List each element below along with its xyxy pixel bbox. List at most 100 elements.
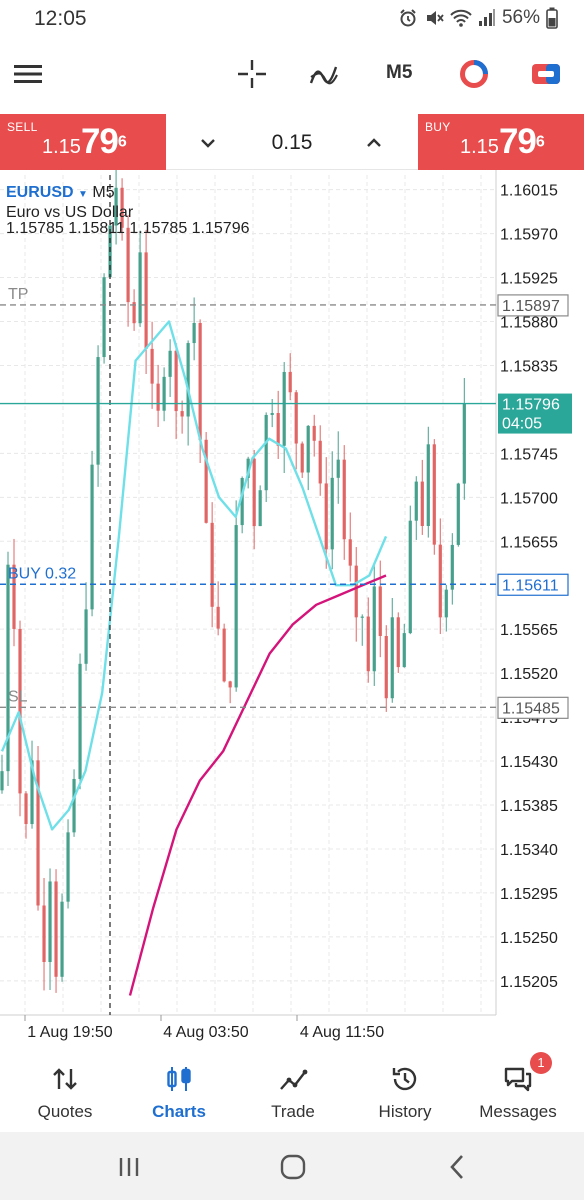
nav-history[interactable]: History	[347, 1042, 463, 1132]
candle-bull	[426, 444, 430, 526]
candle-bear	[222, 628, 226, 682]
nav-quotes-label: Quotes	[37, 1102, 93, 1121]
candle-bear	[132, 302, 136, 324]
volume-increase-icon[interactable]	[362, 131, 386, 155]
candle-bear	[432, 444, 436, 545]
nav-trade-label: Trade	[271, 1102, 315, 1121]
candle-bear	[126, 227, 130, 303]
candle-bear	[54, 881, 58, 977]
nav-messages[interactable]: 1 Messages	[460, 1042, 576, 1132]
y-tick-label: 1.15205	[500, 974, 558, 991]
charts-icon	[167, 1067, 191, 1091]
symbol-dropdown-icon[interactable]: ▼	[78, 189, 88, 200]
y-tick-label: 1.15430	[500, 754, 558, 771]
candle-bear	[42, 905, 46, 963]
candle-bear	[288, 371, 292, 393]
candle-bear	[180, 411, 184, 417]
nav-trade[interactable]: Trade	[235, 1042, 351, 1132]
sell-price: 1.15796	[42, 122, 127, 162]
candle-bear	[384, 635, 388, 699]
candle-bear	[150, 348, 154, 384]
crosshair-icon[interactable]	[232, 54, 272, 94]
buy-price-pips: 79	[498, 122, 537, 161]
chart-type-icon[interactable]	[454, 54, 494, 94]
y-tick-label: 1.15700	[500, 490, 558, 507]
y-tick-label: 1.15520	[500, 666, 558, 683]
chart-symbol[interactable]: EURUSD	[6, 184, 74, 201]
home-icon[interactable]	[278, 1152, 308, 1182]
alarm-icon	[400, 9, 416, 27]
nav-charts[interactable]: Charts	[121, 1042, 237, 1132]
system-navigation-bar	[0, 1132, 584, 1200]
candle-bull	[402, 633, 406, 668]
timeframe-button[interactable]: M5	[386, 62, 413, 83]
x-tick-label: 4 Aug 11:50	[300, 1024, 384, 1041]
buy-price-point: 6	[535, 133, 545, 151]
volume-value[interactable]: 0.15	[271, 131, 313, 154]
mute-icon	[426, 11, 444, 25]
candle-bull	[414, 481, 418, 521]
recents-icon[interactable]	[114, 1152, 144, 1182]
indicators-icon[interactable]	[304, 54, 344, 94]
candle-bull	[6, 564, 10, 772]
level-price-box	[497, 696, 569, 719]
candle-bull	[246, 458, 250, 478]
candle-bull	[360, 616, 364, 618]
candle-bear	[156, 383, 160, 411]
candle-bull	[72, 778, 76, 833]
x-tick-label: 1 Aug 19:50	[27, 1024, 113, 1041]
candle-bear	[348, 539, 352, 566]
nav-quotes[interactable]: Quotes	[7, 1042, 123, 1132]
nav-messages-label: Messages	[479, 1102, 557, 1121]
candle-bear	[144, 252, 148, 349]
level-buy-label: BUY 0.32	[8, 565, 76, 582]
sell-price-pips: 79	[80, 122, 119, 161]
y-tick-label: 1.15250	[500, 930, 558, 947]
level-price-text: 1.15897	[502, 298, 560, 315]
candle-bear	[276, 413, 280, 446]
candle-bear	[366, 616, 370, 672]
candle-bull	[306, 425, 310, 473]
quotes-icon	[53, 1068, 77, 1090]
candle-bear	[300, 443, 304, 473]
candle-bear	[342, 459, 346, 540]
back-icon[interactable]	[442, 1152, 472, 1182]
status-time: 12:05	[34, 7, 87, 30]
sell-button[interactable]: SELL 1.15796	[0, 114, 166, 170]
candle-bull	[462, 403, 466, 484]
sell-price-prefix: 1.15	[42, 136, 81, 158]
candle-bear	[420, 481, 424, 526]
candle-bull	[336, 459, 340, 478]
volume-decrease-icon[interactable]	[196, 131, 220, 155]
candle-bear	[174, 350, 178, 412]
chart-symbol-header[interactable]: EURUSD ▼ M5	[6, 184, 115, 203]
messages-icon	[504, 1067, 532, 1092]
candle-bear	[252, 458, 256, 527]
buy-button[interactable]: BUY 1.15796	[418, 114, 584, 170]
candle-bear	[210, 522, 214, 607]
candle-bull	[0, 771, 4, 791]
chart-toolbar: M5	[0, 38, 584, 112]
y-tick-label: 1.15340	[500, 842, 558, 859]
candle-bull	[66, 832, 70, 902]
chart-ohlc: 1.15785 1.15811 1.15785 1.15796	[6, 220, 250, 237]
candle-bull	[90, 464, 94, 610]
candle-bull	[444, 589, 448, 618]
menu-icon[interactable]	[8, 54, 48, 94]
candle-bear	[324, 483, 328, 550]
candle-bull	[114, 187, 118, 226]
candle-bear	[354, 565, 358, 618]
volume-control: 0.15	[166, 114, 418, 170]
price-chart[interactable]: 1.16015 1.15970 1.15925 1.15880 1.15835 1.157…	[0, 167, 584, 1042]
candle-bear	[396, 617, 400, 668]
candle-bull	[84, 609, 88, 664]
candle-bear	[216, 606, 220, 629]
buy-price-prefix: 1.15	[460, 136, 499, 158]
y-tick-label: 1.15835	[500, 358, 558, 375]
chart-canvas[interactable]: 1.16015 1.15970 1.15925 1.15880 1.15835 1.157…	[0, 167, 584, 1042]
y-tick-label: 1.15565	[500, 622, 558, 639]
new-order-icon[interactable]	[526, 54, 566, 94]
nav-history-label: History	[378, 1102, 432, 1121]
y-tick-label: 1.15925	[500, 271, 558, 288]
candle-bull	[78, 663, 82, 779]
